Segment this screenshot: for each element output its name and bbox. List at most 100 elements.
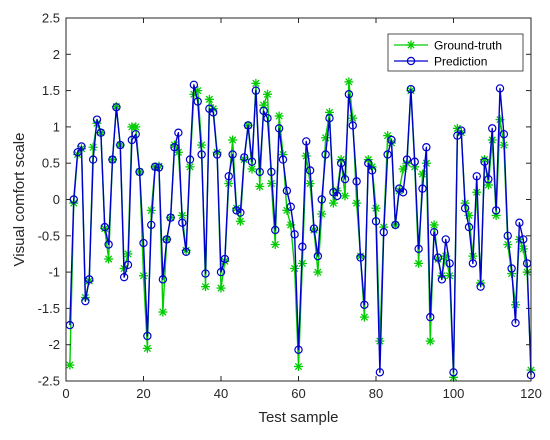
- data-point-prediction: [240, 153, 249, 162]
- data-point-prediction: [85, 275, 94, 284]
- data-point-prediction: [119, 272, 129, 282]
- data-point-ground-truth: [317, 209, 327, 219]
- data-point-prediction: [88, 155, 98, 164]
- y-tick-label: 2: [53, 47, 60, 62]
- data-point-prediction: [433, 253, 443, 262]
- legend: Ground-truth Prediction: [387, 33, 524, 72]
- data-point-prediction: [449, 368, 458, 377]
- data-point-ground-truth: [255, 181, 265, 191]
- data-point-prediction: [96, 128, 106, 137]
- data-point-prediction: [147, 220, 156, 230]
- data-point-prediction: [271, 225, 280, 235]
- data-point-prediction: [387, 135, 396, 145]
- data-point-prediction: [422, 143, 431, 152]
- data-point-prediction: [158, 275, 168, 284]
- data-point-prediction: [402, 155, 412, 164]
- data-point-prediction: [499, 129, 509, 139]
- data-point-ground-truth: [371, 203, 381, 213]
- data-point-prediction: [236, 208, 245, 217]
- data-point-prediction: [511, 318, 520, 328]
- data-point-prediction: [162, 235, 171, 244]
- data-point-ground-truth: [259, 100, 269, 110]
- data-point-prediction: [429, 227, 439, 237]
- data-point-ground-truth: [328, 198, 338, 208]
- legend-label-ground-truth: Ground-truth: [434, 39, 502, 53]
- data-point-prediction: [166, 213, 175, 222]
- y-tick-label: -0.5: [38, 228, 60, 243]
- data-point-prediction: [81, 296, 90, 306]
- data-point-prediction: [371, 217, 381, 226]
- data-point-ground-truth: [352, 198, 362, 208]
- data-point-prediction: [247, 157, 257, 166]
- data-point-ground-truth: [321, 133, 331, 143]
- data-point-prediction: [290, 230, 299, 239]
- data-point-ground-truth: [429, 220, 439, 230]
- data-point-prediction: [302, 137, 311, 146]
- data-point-prediction: [398, 188, 408, 197]
- data-point-ground-truth: [235, 216, 245, 226]
- data-point-ground-truth: [518, 244, 528, 254]
- y-axis-title: Visual comfort scale: [11, 133, 28, 267]
- y-tick-label: -2.5: [38, 374, 60, 389]
- x-tick-label: 100: [443, 386, 465, 401]
- data-point-ground-truth: [201, 282, 210, 292]
- data-point-prediction: [379, 227, 388, 237]
- data-point-prediction: [313, 251, 323, 261]
- data-point-prediction: [495, 84, 505, 93]
- data-point-prediction: [209, 108, 218, 117]
- data-point-prediction: [336, 158, 346, 168]
- data-point-prediction: [201, 269, 210, 278]
- data-point-prediction: [488, 124, 497, 133]
- data-point-ground-truth: [313, 267, 323, 277]
- data-point-ground-truth: [414, 258, 424, 268]
- data-point-prediction: [77, 142, 86, 151]
- data-point-prediction: [278, 155, 288, 164]
- data-point-prediction: [178, 218, 187, 227]
- data-point-prediction: [150, 162, 160, 172]
- legend-asterisk-icon: [406, 40, 416, 50]
- data-point-prediction: [484, 174, 493, 184]
- data-point-prediction: [154, 163, 164, 172]
- data-point-prediction: [491, 206, 501, 215]
- data-point-prediction: [305, 166, 315, 175]
- data-point-prediction: [123, 260, 133, 270]
- data-point-prediction: [174, 128, 183, 137]
- data-point-prediction: [181, 247, 191, 256]
- data-point-prediction: [457, 126, 466, 135]
- y-tick-label: 0: [53, 192, 60, 207]
- data-point-prediction: [391, 220, 400, 230]
- data-point-prediction: [263, 113, 272, 123]
- data-point-prediction: [189, 80, 199, 89]
- x-tick-label: 120: [520, 386, 542, 401]
- legend-circle-icon: [406, 56, 416, 66]
- data-point-prediction: [282, 186, 292, 195]
- data-point-ground-truth: [65, 360, 75, 370]
- data-point-ground-truth: [483, 180, 493, 190]
- data-point-prediction: [476, 282, 485, 291]
- data-point-prediction: [406, 84, 416, 94]
- data-point-prediction: [193, 97, 202, 106]
- series-layer: [65, 77, 536, 382]
- data-point-ground-truth: [425, 336, 435, 346]
- data-point-prediction: [356, 253, 365, 262]
- data-point-prediction: [480, 157, 489, 166]
- data-point-prediction: [212, 150, 222, 159]
- data-point-prediction: [309, 224, 319, 233]
- x-tick-label: 0: [62, 386, 69, 401]
- data-point-prediction: [294, 345, 303, 354]
- y-tick-label: 0.5: [42, 156, 60, 171]
- y-tick-label: -1.5: [38, 301, 60, 316]
- data-point-prediction: [100, 222, 109, 232]
- data-point-prediction: [267, 167, 276, 177]
- data-point-prediction: [437, 275, 447, 284]
- data-point-ground-truth: [270, 240, 280, 250]
- data-point-ground-truth: [247, 164, 257, 174]
- data-point-prediction: [321, 150, 330, 159]
- x-tick-label: 80: [369, 386, 383, 401]
- data-point-ground-truth: [139, 271, 148, 281]
- data-point-ground-truth: [173, 147, 183, 157]
- x-tick-label: 60: [291, 386, 305, 401]
- data-point-prediction: [220, 254, 230, 264]
- data-point-prediction: [243, 121, 253, 130]
